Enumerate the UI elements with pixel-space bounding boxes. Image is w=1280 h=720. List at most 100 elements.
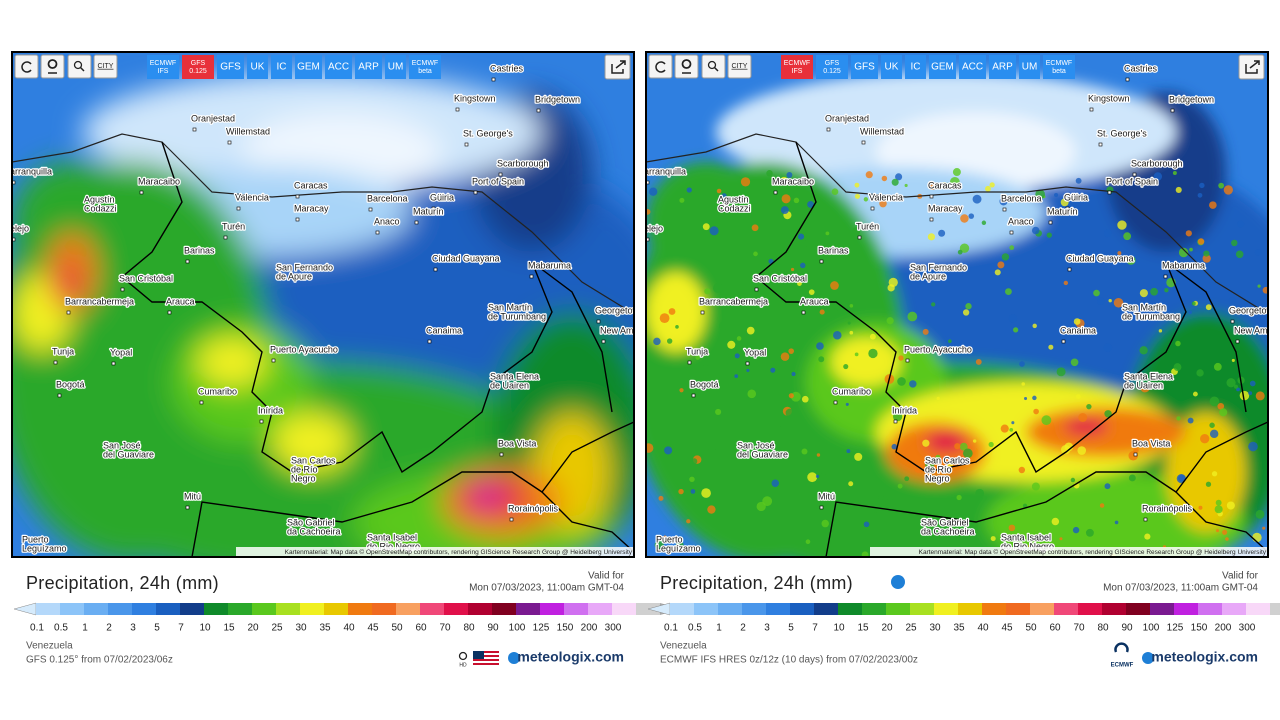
tool-box[interactable]: [648, 54, 673, 79]
model-button-bg[interactable]: [959, 55, 986, 79]
model-button-label[interactable]: IFS: [158, 68, 169, 75]
city-label: Puerto Ayacucho: [904, 344, 972, 354]
model-button-label[interactable]: 0.125: [823, 68, 841, 75]
model-button-bg[interactable]: [217, 55, 244, 79]
model-button[interactable]: GEM: [295, 55, 322, 79]
model-button-bg[interactable]: [1019, 55, 1040, 79]
model-button[interactable]: IC: [271, 55, 292, 79]
model-button-label[interactable]: ARP: [358, 62, 379, 73]
model-button-bg[interactable]: [781, 55, 813, 79]
model-button-label[interactable]: ACC: [328, 62, 349, 73]
model-button[interactable]: ARP: [989, 55, 1016, 79]
tool-button[interactable]: [648, 54, 673, 79]
model-button-label[interactable]: GFS: [825, 60, 840, 67]
model-button-label[interactable]: GEM: [931, 62, 954, 73]
model-button-label[interactable]: beta: [418, 68, 432, 75]
model-button-bg[interactable]: [325, 55, 352, 79]
precip-speckle: [1197, 192, 1203, 198]
model-button-label[interactable]: UK: [885, 62, 899, 73]
model-button-bg[interactable]: [905, 55, 926, 79]
info-icon[interactable]: [891, 575, 905, 589]
model-button[interactable]: UM: [1019, 55, 1040, 79]
model-button-bg[interactable]: [247, 55, 268, 79]
tool-box[interactable]: [93, 54, 118, 79]
city-tool[interactable]: CITY: [98, 63, 114, 70]
model-button-label[interactable]: beta: [1052, 68, 1066, 75]
model-button[interactable]: UK: [247, 55, 268, 79]
city-tool[interactable]: CITY: [732, 63, 748, 70]
precip-speckle: [801, 395, 809, 403]
model-button[interactable]: UM: [385, 55, 406, 79]
tool-button[interactable]: CITY: [727, 54, 752, 79]
model-button-label[interactable]: IC: [911, 62, 921, 73]
model-button[interactable]: IC: [905, 55, 926, 79]
model-button[interactable]: ACC: [959, 55, 986, 79]
tool-box[interactable]: [701, 54, 726, 79]
tool-button[interactable]: [67, 54, 92, 79]
precip-speckle: [954, 443, 961, 450]
model-button-bg[interactable]: [147, 55, 179, 79]
tool-button[interactable]: CITY: [93, 54, 118, 79]
model-button-label[interactable]: UM: [1022, 62, 1038, 73]
model-button-bg[interactable]: [1043, 55, 1075, 79]
model-button-bg[interactable]: [385, 55, 406, 79]
model-button-bg[interactable]: [182, 55, 214, 79]
share-button[interactable]: [1238, 54, 1265, 80]
model-button-label[interactable]: ECMWF: [150, 60, 176, 67]
model-button-label[interactable]: IFS: [792, 68, 803, 75]
model-button-label[interactable]: ECMWF: [1046, 60, 1072, 67]
model-button-label[interactable]: ECMWF: [412, 60, 438, 67]
model-button-label[interactable]: GFS: [220, 62, 241, 73]
tool-box[interactable]: [40, 54, 65, 79]
model-button[interactable]: GFS: [217, 55, 244, 79]
legend-label: 50: [1025, 623, 1037, 634]
precip-speckle: [751, 224, 759, 232]
tool-box[interactable]: [14, 54, 39, 79]
model-button-bg[interactable]: [295, 55, 322, 79]
model-button-label[interactable]: UM: [388, 62, 404, 73]
model-button-label[interactable]: ACC: [962, 62, 983, 73]
model-button-bg[interactable]: [929, 55, 956, 79]
tool-box[interactable]: [674, 54, 699, 79]
model-button[interactable]: GEM: [929, 55, 956, 79]
city-marker: [66, 310, 71, 315]
legend-label: 90: [1121, 623, 1133, 634]
precip-speckle: [1093, 289, 1100, 297]
model-button[interactable]: UK: [881, 55, 902, 79]
model-button-label[interactable]: IC: [277, 62, 287, 73]
model-button[interactable]: ACC: [325, 55, 352, 79]
model-button-label[interactable]: ARP: [992, 62, 1013, 73]
share-button[interactable]: [604, 54, 631, 80]
tool-button[interactable]: [14, 54, 39, 79]
model-button-bg[interactable]: [271, 55, 292, 79]
model-button-label[interactable]: 0.125: [189, 68, 207, 75]
model-button-label[interactable]: GFS: [854, 62, 875, 73]
model-button-bg[interactable]: [851, 55, 878, 79]
tool-button[interactable]: [40, 54, 65, 79]
city-marker: [1235, 339, 1240, 344]
model-button-bg[interactable]: [409, 55, 441, 79]
model-button-label[interactable]: UK: [251, 62, 265, 73]
model-button-bg[interactable]: [881, 55, 902, 79]
model-button-bg[interactable]: [355, 55, 382, 79]
tool-box[interactable]: [67, 54, 92, 79]
model-button-bg[interactable]: [989, 55, 1016, 79]
model-button-label[interactable]: GFS: [191, 60, 206, 67]
precip-speckle: [1099, 503, 1105, 508]
model-button[interactable]: GFS: [851, 55, 878, 79]
tool-button[interactable]: [674, 54, 699, 79]
city-label: San Fernando: [910, 262, 967, 272]
zoom-icon: [73, 60, 83, 70]
model-button-label[interactable]: ECMWF: [784, 60, 810, 67]
model-button[interactable]: ARP: [355, 55, 382, 79]
tool-button[interactable]: [701, 54, 726, 79]
model-button-bg[interactable]: [816, 55, 848, 79]
tool-box[interactable]: [727, 54, 752, 79]
model-button-label[interactable]: GEM: [297, 62, 320, 73]
